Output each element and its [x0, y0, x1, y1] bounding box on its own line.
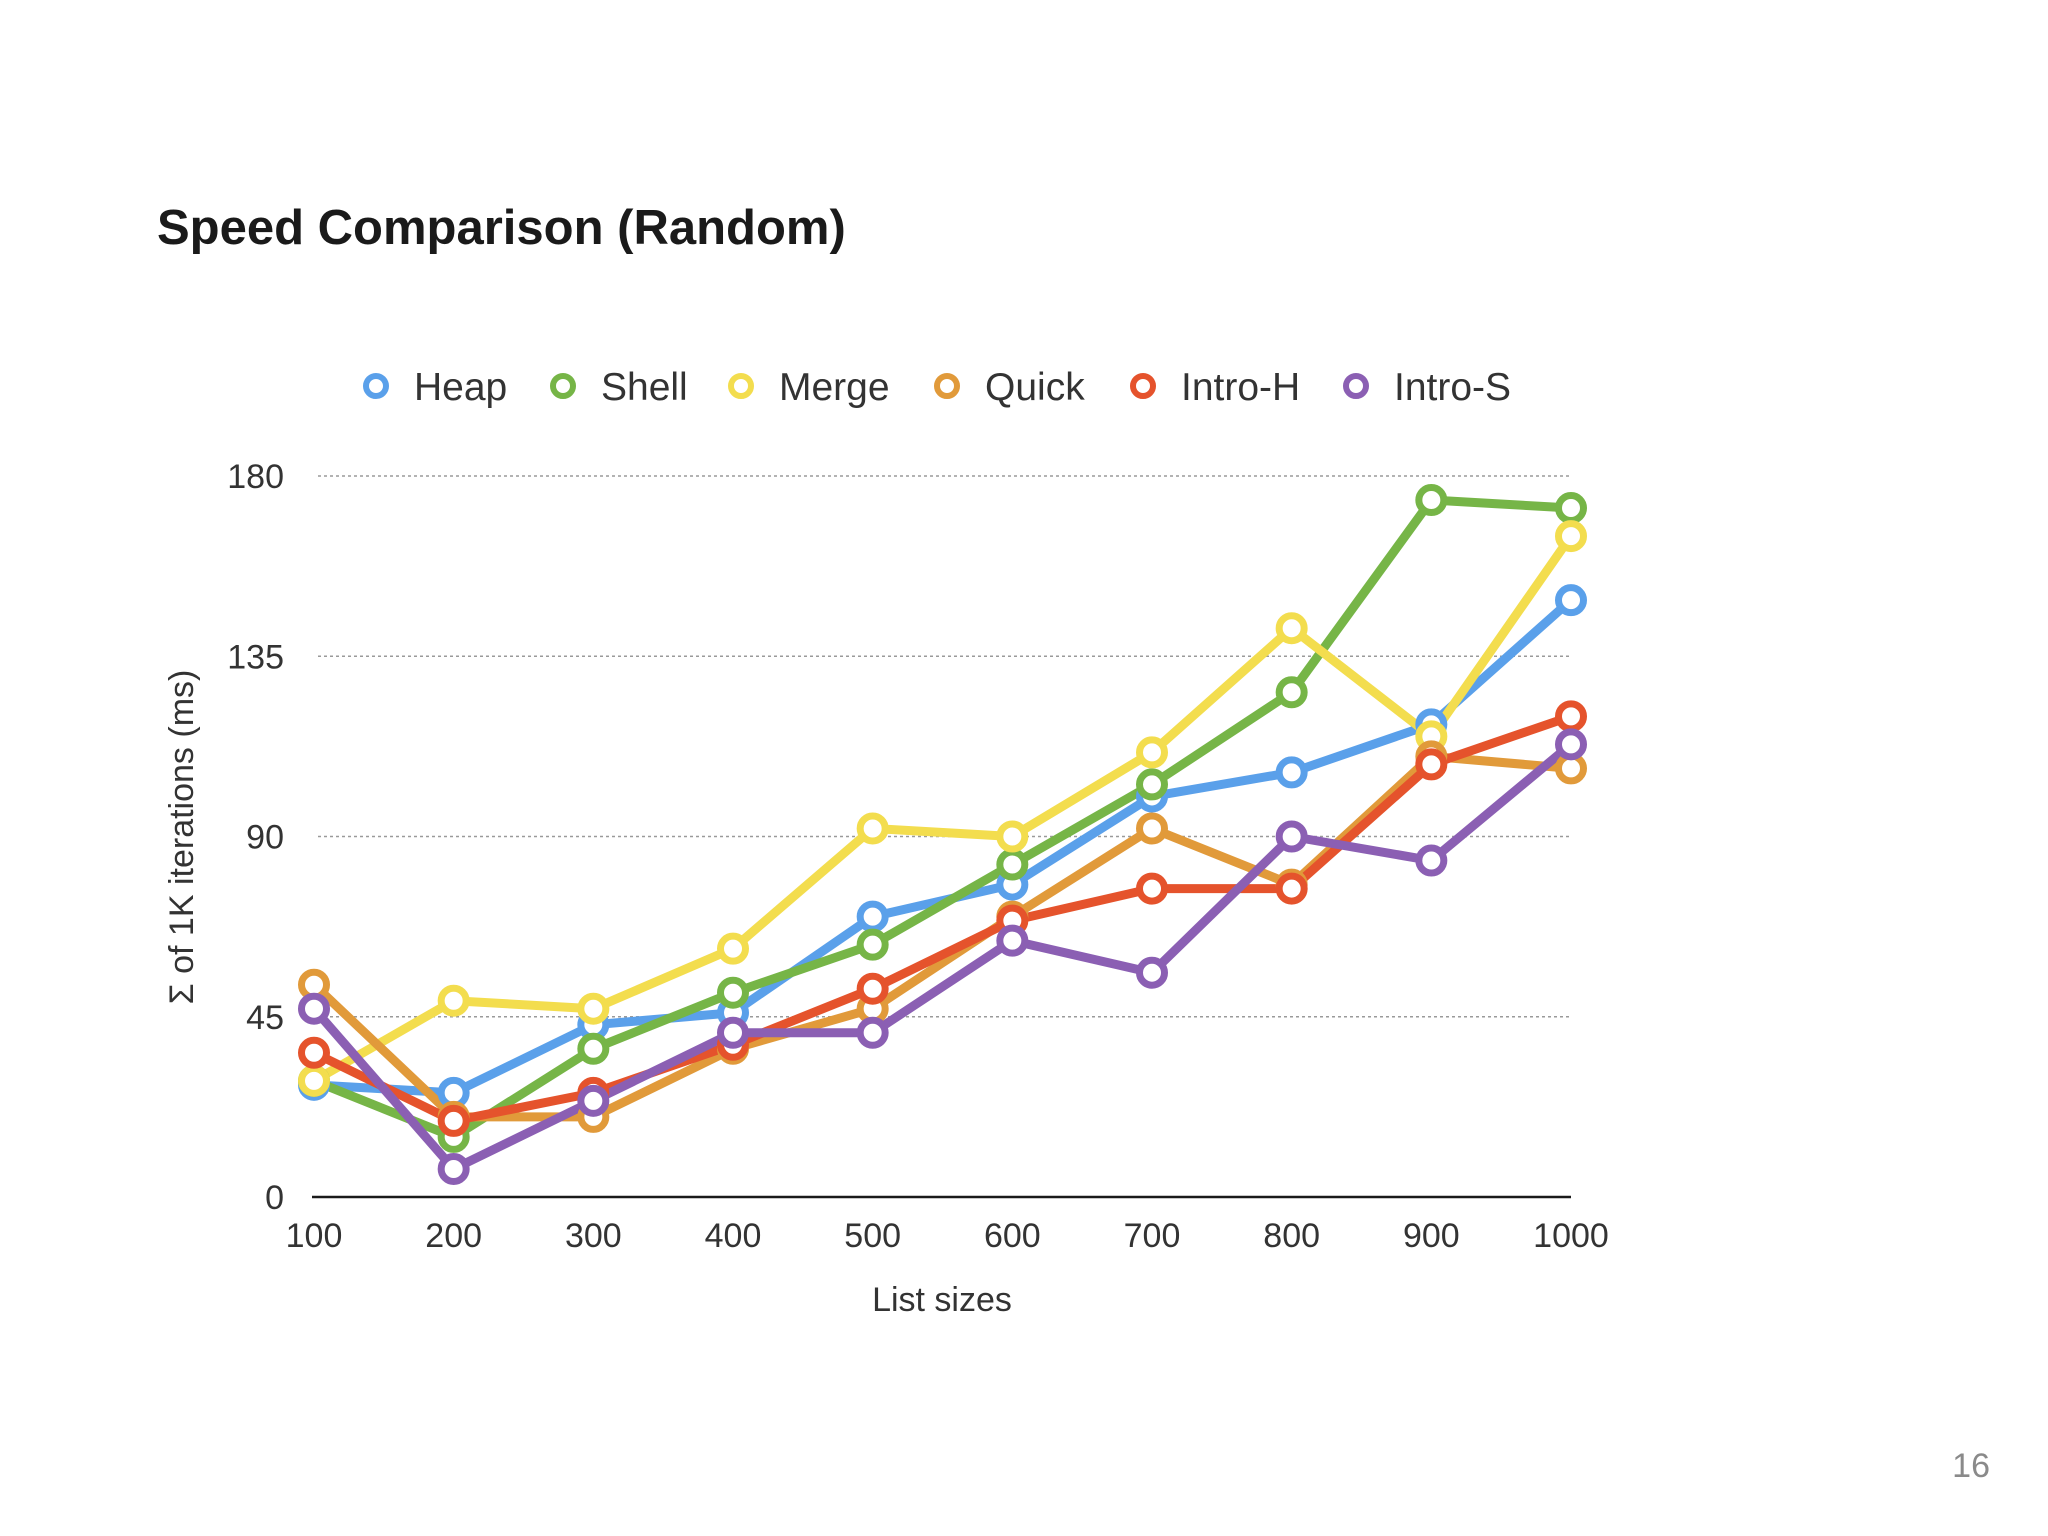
- legend-marker-intro-h: [1130, 373, 1156, 399]
- data-point-intro-s: [1136, 956, 1168, 989]
- data-point-merge: [577, 992, 610, 1025]
- data-point-merge: [437, 984, 470, 1017]
- y-axis-label: Σ of 1K iterations (ms): [163, 670, 201, 1005]
- legend-marker-heap: [363, 373, 389, 399]
- data-point-merge: [1136, 736, 1168, 769]
- legend-label-intro-h: Intro-H: [1181, 366, 1300, 409]
- legend: Heap Shell Merge Quick Intro-H Intro-S: [363, 366, 1511, 409]
- x-tick-label: 200: [425, 1217, 482, 1255]
- series-line-intro-s: [309, 739, 1576, 1174]
- series-line-heap: [309, 595, 1576, 1098]
- grid-lines: [318, 475, 1571, 1018]
- legend-label-quick: Quick: [985, 366, 1085, 409]
- x-tick-label: 900: [1403, 1217, 1460, 1255]
- data-point-intro-h: [856, 972, 889, 1005]
- data-point-shell: [577, 1032, 610, 1065]
- x-tick-label: 1000: [1533, 1217, 1609, 1255]
- legend-marker-quick: [934, 373, 960, 399]
- data-point-intro-h: [1136, 872, 1168, 905]
- data-point-intro-s: [298, 992, 330, 1025]
- x-tick-label: 300: [565, 1217, 622, 1255]
- data-point-intro-s: [1555, 728, 1587, 761]
- x-tick-label: 400: [705, 1217, 762, 1255]
- data-point-intro-h: [437, 1104, 470, 1137]
- legend-marker-shell: [550, 373, 576, 399]
- series-line-intro-h: [309, 711, 1576, 1126]
- data-point-intro-s: [856, 1016, 889, 1049]
- legend-label-merge: Merge: [779, 366, 890, 409]
- data-point-shell: [1136, 768, 1168, 801]
- y-tick-label: 45: [246, 999, 284, 1037]
- series-line-shell: [309, 495, 1576, 1142]
- y-tick-label: 180: [227, 458, 284, 496]
- x-tick-label: 800: [1263, 1217, 1320, 1255]
- data-point-merge: [717, 932, 749, 965]
- data-point-shell: [717, 976, 749, 1009]
- data-point-merge: [1275, 612, 1308, 645]
- x-axis-label: List sizes: [872, 1281, 1012, 1319]
- data-point-shell: [1275, 676, 1308, 709]
- x-tick-label: 500: [844, 1217, 901, 1255]
- data-point-quick: [1136, 812, 1168, 845]
- data-point-intro-s: [717, 1016, 749, 1049]
- legend-label-shell: Shell: [601, 366, 688, 409]
- data-point-intro-h: [1555, 700, 1587, 733]
- x-tick-label: 700: [1124, 1217, 1181, 1255]
- data-point-intro-s: [577, 1084, 610, 1117]
- legend-marker-merge: [728, 373, 754, 399]
- data-point-intro-s: [1415, 844, 1448, 877]
- data-point-shell: [856, 928, 889, 961]
- data-point-merge: [1555, 520, 1587, 553]
- data-point-intro-h: [298, 1036, 330, 1069]
- legend-label-heap: Heap: [414, 366, 507, 409]
- data-point-heap: [1555, 584, 1587, 617]
- axes: 0 45 90 135 180 100 200 300 400 500 600 700 800 900 10…: [227, 458, 1609, 1255]
- x-tick-label: 100: [286, 1217, 343, 1255]
- data-point-intro-s: [996, 924, 1029, 957]
- data-point-shell: [1555, 492, 1587, 525]
- legend-label-intro-s: Intro-S: [1394, 366, 1511, 409]
- data-point-merge: [856, 812, 889, 845]
- data-point-intro-s: [1275, 820, 1308, 853]
- data-point-shell: [1415, 484, 1448, 517]
- data-point-intro-s: [437, 1152, 470, 1185]
- y-tick-label: 90: [246, 819, 284, 857]
- data-point-shell: [996, 848, 1029, 881]
- series-line-merge: [309, 531, 1576, 1086]
- y-tick-label: 0: [265, 1179, 284, 1217]
- data-point-intro-h: [1415, 748, 1448, 781]
- legend-marker-intro-s: [1343, 373, 1369, 399]
- data-point-heap: [856, 900, 889, 933]
- y-tick-label: 135: [227, 638, 284, 676]
- data-point-merge: [298, 1064, 330, 1097]
- data-point-intro-h: [1275, 872, 1308, 905]
- x-tick-label: 600: [984, 1217, 1041, 1255]
- slide-title: Speed Comparison (Random): [157, 201, 846, 255]
- data-point-heap: [1275, 756, 1308, 789]
- page-number: 16: [1952, 1447, 1990, 1485]
- data-point-merge: [996, 820, 1029, 853]
- series-lines: [309, 495, 1576, 1174]
- series-points: [298, 484, 1587, 1185]
